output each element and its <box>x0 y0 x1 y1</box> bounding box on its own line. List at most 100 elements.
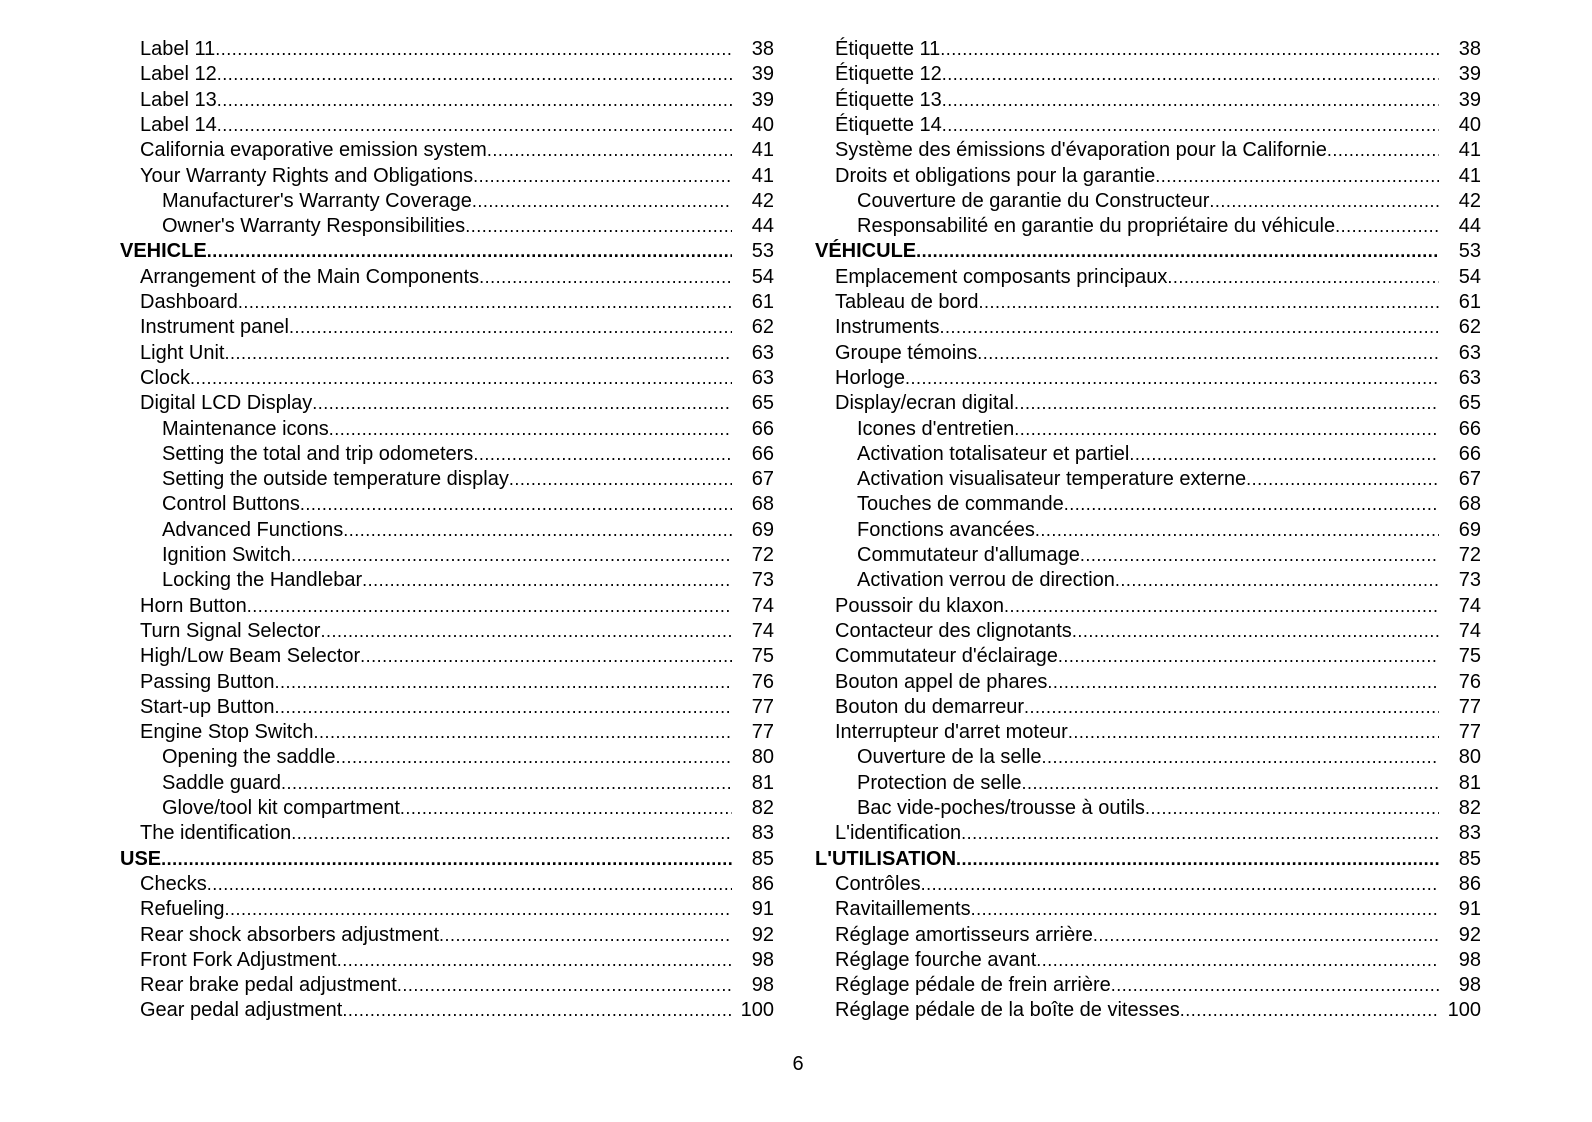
toc-entry[interactable]: Couverture de garantie du Constructeur 42 <box>815 189 1481 214</box>
toc-entry[interactable]: Label 11 38 <box>120 37 774 62</box>
toc-section-heading[interactable]: VÉHICULE 53 <box>815 239 1481 264</box>
toc-entry[interactable]: Instrument panel 62 <box>120 315 774 340</box>
toc-entry-title: Label 12 <box>140 63 217 86</box>
dot-leader <box>1014 417 1439 442</box>
toc-entry[interactable]: Étiquette 11 38 <box>815 37 1481 62</box>
toc-entry[interactable]: California evaporative emission system 41 <box>120 138 774 163</box>
toc-entry[interactable]: Icones d'entretien 66 <box>815 417 1481 442</box>
toc-entry-page: 66 <box>1458 417 1481 440</box>
toc-entry[interactable]: Protection de selle 81 <box>815 771 1481 796</box>
toc-entry[interactable]: Instruments 62 <box>815 315 1481 340</box>
toc-entry[interactable]: Control Buttons 68 <box>120 492 774 517</box>
toc-entry[interactable]: Touches de commande 68 <box>815 492 1481 517</box>
toc-entry[interactable]: Horloge 63 <box>815 366 1481 391</box>
toc-entry[interactable]: Your Warranty Rights and Obligations 41 <box>120 164 774 189</box>
toc-entry[interactable]: Activation totalisateur et partiel 66 <box>815 442 1481 467</box>
toc-entry[interactable]: Activation verrou de direction 73 <box>815 568 1481 593</box>
toc-entry-page: 77 <box>1458 721 1481 744</box>
toc-entry-page: 85 <box>751 847 774 870</box>
toc-entry[interactable]: Engine Stop Switch 77 <box>120 720 774 745</box>
toc-entry[interactable]: Ravitaillements 91 <box>815 897 1481 922</box>
dot-leader <box>1093 923 1439 948</box>
toc-entry[interactable]: Réglage amortisseurs arrière 92 <box>815 923 1481 948</box>
toc-entry[interactable]: Locking the Handlebar 73 <box>120 568 774 593</box>
toc-entry[interactable]: Emplacement composants principaux 54 <box>815 265 1481 290</box>
dot-leader <box>215 37 732 62</box>
toc-entry[interactable]: Ouverture de la selle 80 <box>815 745 1481 770</box>
toc-entry[interactable]: Manufacturer's Warranty Coverage 42 <box>120 189 774 214</box>
toc-entry[interactable]: Bac vide-poches/trousse à outils 82 <box>815 796 1481 821</box>
toc-entry[interactable]: Owner's Warranty Responsibilities 44 <box>120 214 774 239</box>
toc-entry[interactable]: Rear shock absorbers adjustment 92 <box>120 923 774 948</box>
toc-entry[interactable]: Étiquette 12 39 <box>815 62 1481 87</box>
toc-entry-page: 98 <box>1458 948 1481 971</box>
toc-entry[interactable]: Commutateur d'allumage 72 <box>815 543 1481 568</box>
toc-entry-page: 75 <box>751 645 774 668</box>
toc-entry[interactable]: Système des émissions d'évaporation pour… <box>815 138 1481 163</box>
toc-entry[interactable]: Light Unit 63 <box>120 341 774 366</box>
toc-entry[interactable]: L'identification 83 <box>815 821 1481 846</box>
toc-entry[interactable]: Dashboard 61 <box>120 290 774 315</box>
toc-entry-page: 76 <box>751 670 774 693</box>
toc-entry[interactable]: Étiquette 14 40 <box>815 113 1481 138</box>
toc-entry-title: Réglage amortisseurs arrière <box>835 923 1093 946</box>
toc-section-heading[interactable]: L'UTILISATION 85 <box>815 847 1481 872</box>
toc-entry-title: Activation visualisateur temperature ext… <box>857 468 1247 491</box>
toc-entry-page: 98 <box>751 974 774 997</box>
toc-entry[interactable]: Clock 63 <box>120 366 774 391</box>
toc-entry[interactable]: Setting the outside temperature display 6… <box>120 467 774 492</box>
toc-entry[interactable]: Contrôles 86 <box>815 872 1481 897</box>
toc-entry[interactable]: Ignition Switch 72 <box>120 543 774 568</box>
toc-entry[interactable]: Bouton du demarreur 77 <box>815 695 1481 720</box>
toc-entry-page: 91 <box>1458 898 1481 921</box>
toc-entry[interactable]: Turn Signal Selector 74 <box>120 619 774 644</box>
toc-entry[interactable]: Arrangement of the Main Components 54 <box>120 265 774 290</box>
toc-entry[interactable]: Horn Button 74 <box>120 594 774 619</box>
toc-entry[interactable]: Start-up Button 77 <box>120 695 774 720</box>
toc-entry[interactable]: Refueling 91 <box>120 897 774 922</box>
toc-entry[interactable]: The identification 83 <box>120 821 774 846</box>
toc-entry[interactable]: Responsabilité en garantie du propriétai… <box>815 214 1481 239</box>
dot-leader <box>397 973 732 998</box>
toc-entry[interactable]: Glove/tool kit compartment 82 <box>120 796 774 821</box>
toc-entry[interactable]: Gear pedal adjustment 100 <box>120 998 774 1023</box>
toc-entry[interactable]: Étiquette 13 39 <box>815 88 1481 113</box>
toc-entry-title: Turn Signal Selector <box>140 619 321 642</box>
toc-entry[interactable]: Réglage pédale de frein arrière 98 <box>815 973 1481 998</box>
toc-entry[interactable]: Label 13 39 <box>120 88 774 113</box>
toc-entry[interactable]: Interrupteur d'arret moteur 77 <box>815 720 1481 745</box>
toc-entry-page: 72 <box>1458 544 1481 566</box>
toc-entry[interactable]: Tableau de bord 61 <box>815 290 1481 315</box>
toc-entry[interactable]: Label 14 40 <box>120 113 774 138</box>
toc-entry-title: Horloge <box>835 366 906 389</box>
toc-section-heading[interactable]: VEHICLE 53 <box>120 239 774 264</box>
toc-entry[interactable]: High/Low Beam Selector 75 <box>120 644 774 669</box>
toc-entry[interactable]: Groupe témoins 63 <box>815 341 1481 366</box>
toc-entry[interactable]: Bouton appel de phares 76 <box>815 670 1481 695</box>
toc-entry[interactable]: Activation visualisateur temperature ext… <box>815 467 1481 492</box>
toc-entry[interactable]: Saddle guard 81 <box>120 771 774 796</box>
toc-entry[interactable]: Réglage pédale de la boîte de vitesses 10… <box>815 998 1481 1023</box>
toc-entry[interactable]: Front Fork Adjustment 98 <box>120 948 774 973</box>
toc-entry-page: 86 <box>1458 872 1481 895</box>
toc-entry[interactable]: Poussoir du klaxon 74 <box>815 594 1481 619</box>
toc-entry[interactable]: Opening the saddle 80 <box>120 745 774 770</box>
dot-leader <box>225 341 733 366</box>
toc-entry[interactable]: Setting the total and trip odometers 66 <box>120 442 774 467</box>
toc-entry[interactable]: Rear brake pedal adjustment 98 <box>120 973 774 998</box>
toc-entry[interactable]: Contacteur des clignotants 74 <box>815 619 1481 644</box>
toc-entry[interactable]: Commutateur d'éclairage 75 <box>815 644 1481 669</box>
toc-entry[interactable]: Réglage fourche avant 98 <box>815 948 1481 973</box>
toc-entry[interactable]: Checks 86 <box>120 872 774 897</box>
toc-entry[interactable]: Maintenance icons 66 <box>120 417 774 442</box>
toc-entry[interactable]: Advanced Functions 69 <box>120 518 774 543</box>
toc-entry[interactable]: Passing Button 76 <box>120 670 774 695</box>
toc-entry-page: 75 <box>1458 645 1481 668</box>
toc-entry[interactable]: Display/ecran digital 65 <box>815 391 1481 416</box>
toc-entry[interactable]: Droits et obligations pour la garantie 41 <box>815 164 1481 189</box>
toc-entry[interactable]: Digital LCD Display 65 <box>120 391 774 416</box>
toc-entry-page: 54 <box>1458 265 1481 288</box>
toc-entry[interactable]: Label 12 39 <box>120 62 774 87</box>
toc-section-heading[interactable]: USE 85 <box>120 847 774 872</box>
toc-entry[interactable]: Fonctions avancées 69 <box>815 518 1481 543</box>
